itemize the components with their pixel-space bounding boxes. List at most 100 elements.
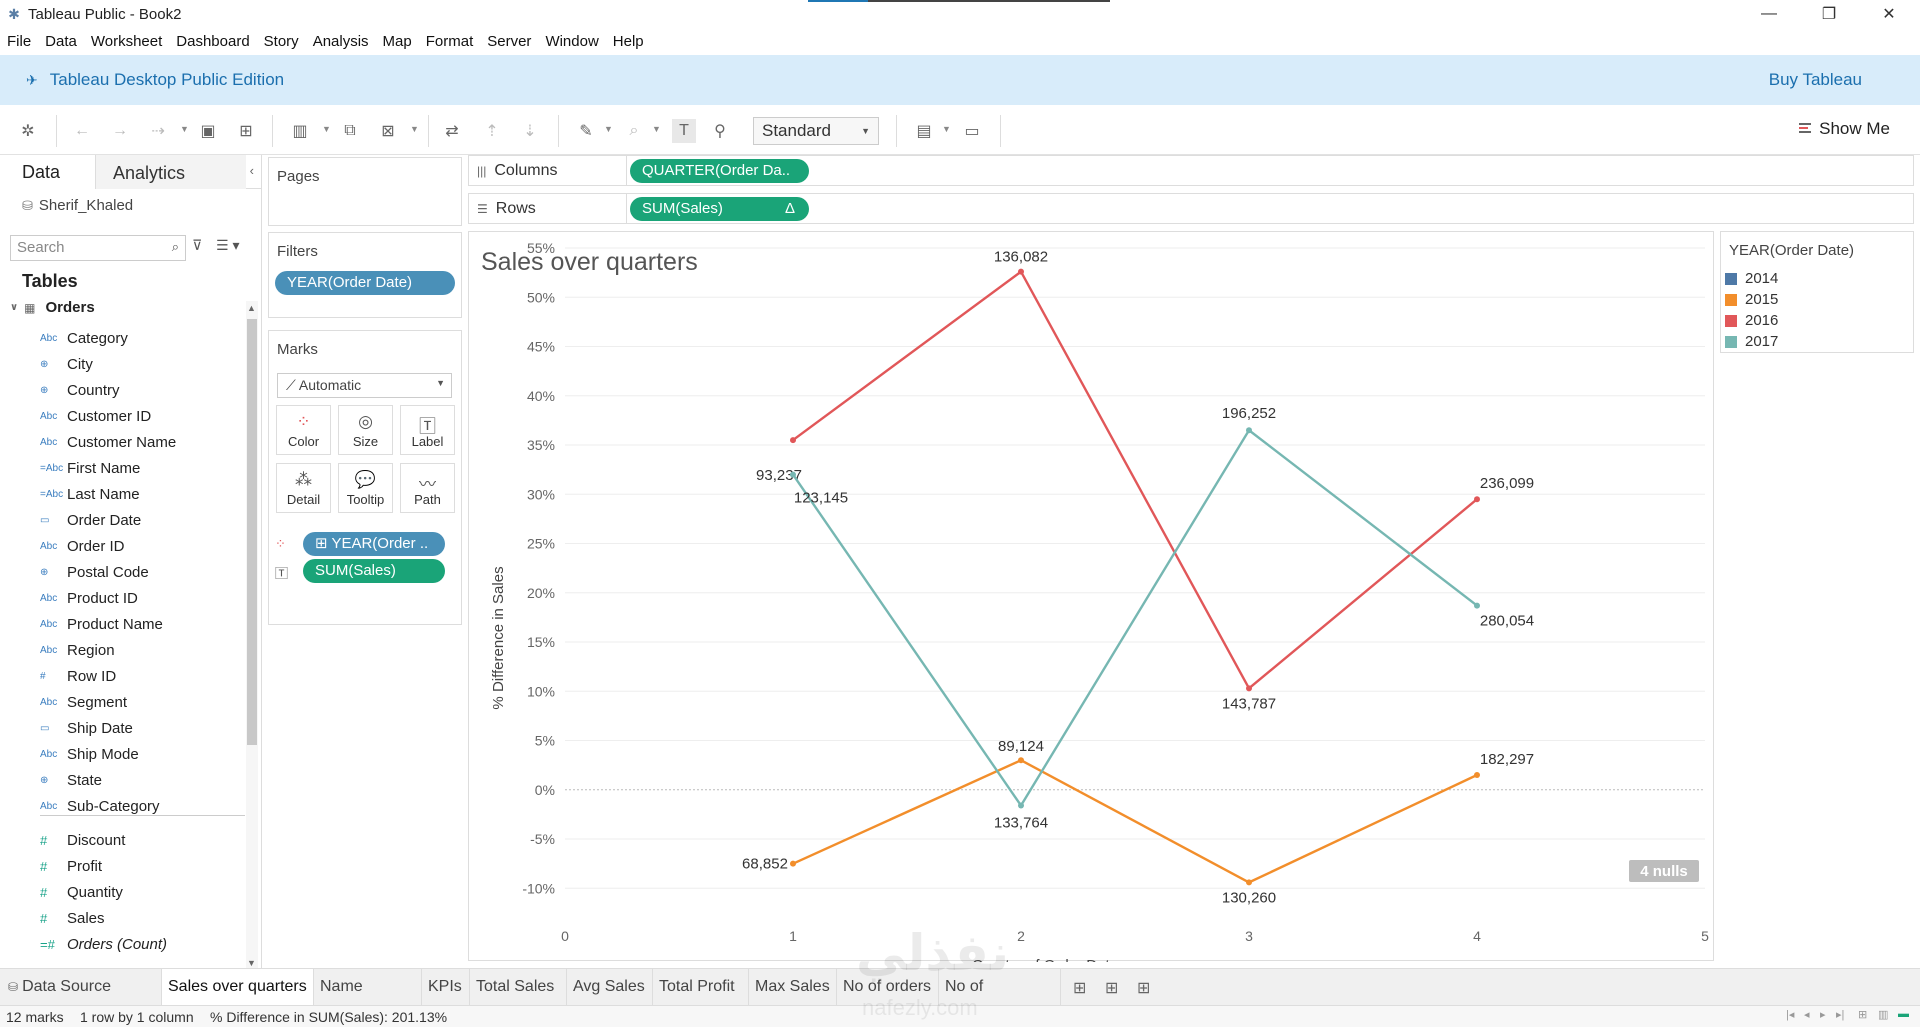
scroll-up-icon[interactable]: ▲ [247,303,256,313]
replay-caret-icon[interactable]: ▼ [180,124,189,134]
sort-descending-icon[interactable]: ⇣ [523,123,537,140]
sheet-sorter-icon[interactable]: ⊞ [1858,1009,1868,1021]
scroll-thumb[interactable] [247,319,257,745]
field-quantity[interactable]: # Quantity [0,879,123,905]
filmstrip-icon[interactable]: ▥ [1878,1009,1889,1021]
menu-worksheet[interactable]: Worksheet [90,33,163,50]
menu-file[interactable]: File [7,33,32,50]
marks-pill-sales[interactable]: SUM(Sales) [303,559,445,583]
sheet-tab-total-sales[interactable]: Total Sales [470,969,567,1005]
field-category[interactable]: Abc Category [0,325,128,351]
field-region[interactable]: Abc Region [0,637,115,663]
group-caret-icon[interactable]: ▼ [652,124,661,134]
menu-analysis[interactable]: Analysis [312,33,369,50]
field-segment[interactable]: Abc Segment [0,689,127,715]
show-me-button[interactable]: Show Me [1799,119,1890,139]
sheet-tab-total-profit[interactable]: Total Profit [653,969,749,1005]
menu-map[interactable]: Map [382,33,412,50]
menu-format[interactable]: Format [425,33,474,50]
first-sheet-icon[interactable]: |◂ [1786,1009,1795,1021]
field-country[interactable]: ⊕ Country [0,377,120,403]
tab-data-source[interactable]: ⛁ Data Source [0,969,162,1005]
menu-story[interactable]: Story [263,33,299,50]
label-button[interactable]: 🅃 Label [400,405,455,455]
collapse-pane-icon[interactable]: ‹ [249,163,254,178]
field-orders-count[interactable]: =# Orders (Count) [0,931,167,957]
field-last-name[interactable]: =Abc Last Name [0,481,140,507]
field-discount[interactable]: # Discount [0,827,125,853]
tab-analytics[interactable]: Analytics [96,155,246,189]
view-options-icon[interactable]: ☰ ▾ [216,237,240,253]
legend-item-2014[interactable]: 2014 [1725,268,1778,289]
buy-tableau-link[interactable]: Buy Tableau [1768,70,1862,89]
menu-data[interactable]: Data [45,33,77,50]
scroll-down-icon[interactable]: ▼ [247,958,256,968]
detail-button[interactable]: ⁂ Detail [276,463,331,513]
color-button[interactable]: ⁘ Color [276,405,331,455]
field-product-id[interactable]: Abc Product ID [0,585,138,611]
new-worksheet-caret-icon[interactable]: ▼ [322,124,331,134]
field-state[interactable]: ⊕ State [0,767,102,793]
new-worksheet-icon[interactable]: ⊞ [1073,980,1087,997]
sheet-tab-max-sales[interactable]: Max Sales [749,969,837,1005]
filter-icon[interactable]: ⊽ [192,237,203,253]
size-button[interactable]: ◎ Size [338,405,393,455]
legend-item-2016[interactable]: 2016 [1725,310,1778,331]
close-button[interactable]: ✕ [1882,6,1896,23]
legend-item-2015[interactable]: 2015 [1725,289,1778,310]
tabs-view-icon[interactable]: ▬ [1898,1008,1909,1020]
undo-icon[interactable]: ← [74,122,90,139]
legend-item-2017[interactable]: 2017 [1725,331,1778,352]
columns-pill-quarter[interactable]: QUARTER(Order Da.. [630,159,809,183]
presentation-mode-icon[interactable]: ▭ [964,123,980,140]
sheet-tab-sales-over-quarters[interactable]: Sales over quarters [162,969,314,1005]
path-button[interactable]: 〰 Path [400,463,455,513]
clear-caret-icon[interactable]: ▼ [410,124,419,134]
new-worksheet-icon[interactable]: ▥ [292,123,308,140]
show-cards-icon[interactable]: ▤ [916,123,932,140]
replay-icon[interactable]: ⇢ [151,123,165,140]
field-product-name[interactable]: Abc Product Name [0,611,163,637]
field-customer-name[interactable]: Abc Customer Name [0,429,176,455]
columns-shelf[interactable]: ||| Columns QUARTER(Order Da.. [468,155,1914,186]
sheet-tab-kpis[interactable]: KPIs [422,969,470,1005]
field-search-input[interactable]: Search ⌕ [10,235,186,261]
swap-rows-columns-icon[interactable]: ⇄ [445,123,459,140]
sheet-tab-avg-sales[interactable]: Avg Sales [567,969,653,1005]
filters-card[interactable]: Filters YEAR(Order Date) [268,232,462,318]
prev-sheet-icon[interactable]: ◂ [1804,1009,1810,1021]
show-cards-caret-icon[interactable]: ▼ [942,124,951,134]
rows-shelf[interactable]: ☰ Rows SUM(Sales) Δ [468,193,1914,224]
field-sub-category[interactable]: Abc Sub-Category [0,793,160,819]
field-sales[interactable]: # Sales [0,905,105,931]
sheet-tab-no-of-customers[interactable]: No of customers [939,969,1061,1027]
menu-server[interactable]: Server [487,33,532,50]
new-datasource-icon[interactable]: ⊞ [239,123,253,140]
table-orders[interactable]: ∨ ▦ Orders [10,299,95,316]
save-icon[interactable]: ▣ [200,123,216,140]
field-postal-code[interactable]: ⊕ Postal Code [0,559,149,585]
mark-type-dropdown[interactable]: ⟋ Automatic ▼ [277,373,452,398]
filter-pill-year[interactable]: YEAR(Order Date) [275,271,455,295]
tooltip-button[interactable]: 💬 Tooltip [338,463,393,513]
chart-view[interactable]: 55% 50% 45% 40% 35% 30% 25% 20% 15% 10% 5% 0% -5% -10… [468,231,1714,962]
field-city[interactable]: ⊕ City [0,351,93,377]
field-order-date[interactable]: ▭ Order Date [0,507,141,533]
new-dashboard-icon[interactable]: ⊞ [1105,980,1119,997]
show-mark-labels-icon[interactable]: T [672,119,696,143]
tableau-home-icon[interactable]: ✲ [21,123,35,140]
field-order-id[interactable]: Abc Order ID [0,533,125,559]
field-row-id[interactable]: # Row ID [0,663,116,689]
fix-axes-icon[interactable]: ⚲ [714,123,726,140]
field-customer-id[interactable]: Abc Customer ID [0,403,151,429]
sheet-tab-name-splitting[interactable]: Name splitting [314,969,422,1027]
highlight-caret-icon[interactable]: ▼ [604,124,613,134]
restore-button[interactable]: ❐ [1821,6,1837,23]
minimize-button[interactable]: — [1761,5,1777,22]
chevron-down-icon[interactable]: ∨ [10,302,19,313]
field-first-name[interactable]: =Abc First Name [0,455,140,481]
sheet-tab-no-of-orders[interactable]: No of orders [837,969,939,1005]
field-list-scrollbar[interactable]: ▲ ▼ [246,301,258,968]
menu-help[interactable]: Help [612,33,644,50]
nulls-badge-label[interactable]: 4 nulls [1640,863,1688,880]
